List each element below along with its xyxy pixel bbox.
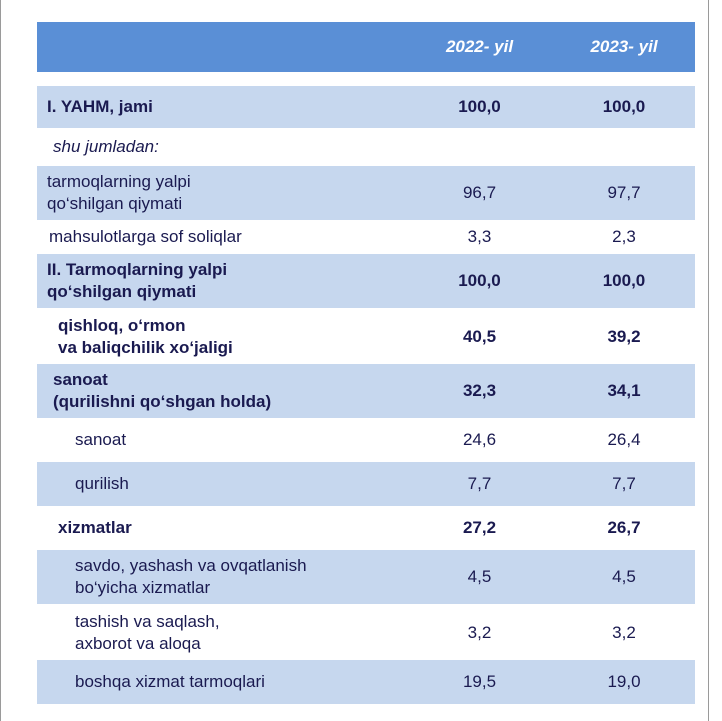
row-label: tashish va saqlash, axborot va aloqa <box>75 612 220 653</box>
row-label: I. YAHM, jami <box>47 97 153 116</box>
table-row: sanoat 24,6 26,4 <box>37 418 695 462</box>
value-2022: 32,3 <box>462 381 497 400</box>
value-2022: 7,7 <box>467 474 492 493</box>
row-label: qurilish <box>75 474 129 493</box>
row-label: xizmatlar <box>58 518 132 537</box>
table-row: savdo, yashash va ovqatlanish bo‘yicha x… <box>37 550 695 604</box>
value-2023: 19,0 <box>607 672 641 691</box>
value-2022: 3,2 <box>467 623 492 642</box>
frame-border-right <box>708 0 709 721</box>
table-row: sanoat (qurilishni qo‘shgan holda) 32,3 … <box>37 364 695 418</box>
value-2023: 39,2 <box>607 327 641 346</box>
table-row: mahsulotlarga sof soliqlar 3,3 2,3 <box>37 220 695 254</box>
value-2022: 100,0 <box>458 271 501 290</box>
header-2022: 2022- yil <box>445 37 514 56</box>
value-2023: 100,0 <box>602 271 646 290</box>
value-2022: 100,0 <box>458 97 501 116</box>
row-label: sanoat <box>75 430 127 449</box>
row-label: tarmoqlarning yalpi qo‘shilgan qiymati <box>47 172 191 213</box>
value-2022: 19,5 <box>462 672 497 691</box>
value-2023: 3,2 <box>612 623 636 642</box>
row-label: shu jumladan: <box>53 137 159 156</box>
value-2022: 4,5 <box>467 567 492 586</box>
table-row: boshqa xizmat tarmoqlari 19,5 19,0 <box>37 660 695 704</box>
row-label: savdo, yashash va ovqatlanish bo‘yicha x… <box>75 556 307 597</box>
row-label: mahsulotlarga sof soliqlar <box>49 227 242 246</box>
value-2022: 24,6 <box>462 430 497 449</box>
value-2022: 27,2 <box>462 518 497 537</box>
frame-border-left <box>0 0 1 721</box>
table-header-row: 2022- yil 2023- yil <box>37 22 695 72</box>
table-row: shu jumladan: <box>37 128 695 166</box>
header-2023: 2023- yil <box>590 37 658 56</box>
row-label: boshqa xizmat tarmoqlari <box>75 672 265 691</box>
value-2023: 26,7 <box>607 518 641 537</box>
table-row: I. YAHM, jami 100,0 100,0 <box>37 86 695 128</box>
value-2023: 26,4 <box>607 430 641 449</box>
table-row: II. Tarmoqlarning yalpi qo‘shilgan qiyma… <box>37 254 695 308</box>
row-label: sanoat (qurilishni qo‘shgan holda) <box>53 370 272 411</box>
value-2022: 40,5 <box>462 327 497 346</box>
value-2023: 2,3 <box>612 227 636 246</box>
table-row: tashish va saqlash, axborot va aloqa 3,2… <box>37 606 695 660</box>
value-2022: 96,7 <box>462 183 497 202</box>
table-row: tarmoqlarning yalpi qo‘shilgan qiymati 9… <box>37 166 695 220</box>
row-label: II. Tarmoqlarning yalpi qo‘shilgan qiyma… <box>47 260 228 301</box>
value-2022: 3,3 <box>467 227 492 246</box>
value-2023: 97,7 <box>607 183 641 202</box>
value-2023: 34,1 <box>607 381 641 400</box>
value-2023: 4,5 <box>612 567 636 586</box>
table-row: qishloq, o‘rmon va baliqchilik xo‘jaligi… <box>37 310 695 364</box>
table-row: xizmatlar 27,2 26,7 <box>37 506 695 550</box>
value-2023: 100,0 <box>602 97 646 116</box>
row-label: qishloq, o‘rmon va baliqchilik xo‘jaligi <box>58 316 233 357</box>
table-row: qurilish 7,7 7,7 <box>37 462 695 506</box>
value-2023: 7,7 <box>612 474 636 493</box>
